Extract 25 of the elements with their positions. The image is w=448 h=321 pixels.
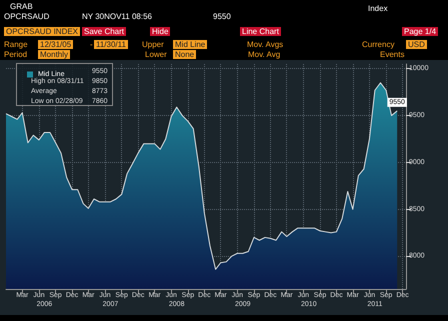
text: None [173,50,196,59]
text: Save Chart [82,27,126,36]
text: Hide [150,27,170,36]
text: 12/31/05 [38,40,74,49]
text: USD [406,40,427,49]
text: Line Chart [240,27,281,36]
text: Upper [142,40,164,49]
text: NY 30NOV11 08:56 [82,12,152,21]
text: Period [4,50,28,59]
text: Mov. Avg [248,50,280,59]
chart-title: OPCRSAUD INDEX [4,27,80,36]
text: Index [368,4,388,13]
text: Mid Line [173,40,208,49]
text: Range [4,40,28,49]
text: 9550 [213,12,231,21]
text: Events [380,50,404,59]
text: 11/30/11 [94,40,128,49]
text: Lower [145,50,167,59]
text: GRAB [10,2,33,11]
text: OPCRSAUD [4,12,50,21]
text: Mov. Avgs [247,40,284,49]
text: - [90,40,93,49]
text: Monthly [38,50,70,59]
text: Currency [362,40,394,49]
text: Page 1/4 [402,27,438,36]
